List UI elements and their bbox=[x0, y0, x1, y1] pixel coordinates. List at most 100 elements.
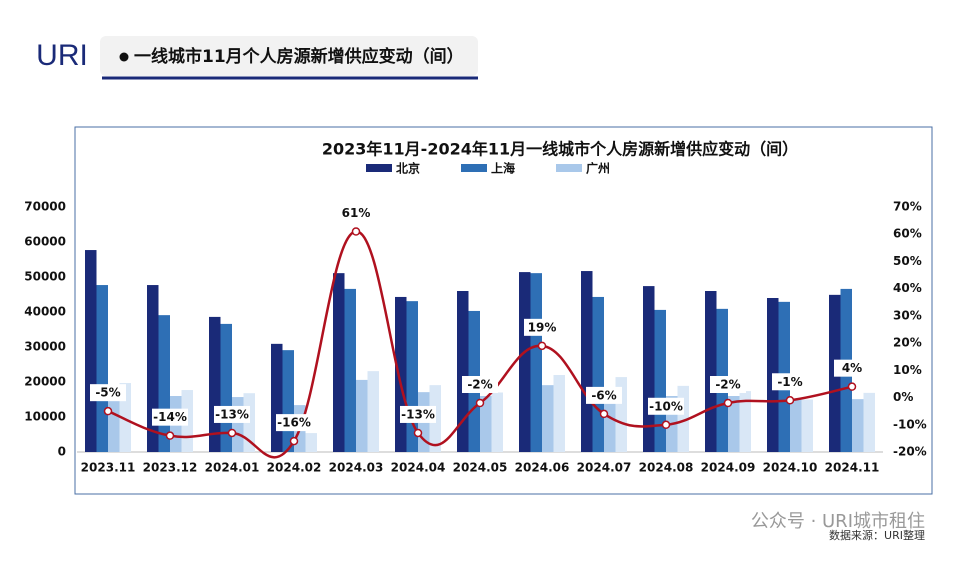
y-tick-label: 50000 bbox=[24, 270, 66, 284]
bar bbox=[705, 291, 717, 452]
y2-tick-label: 10% bbox=[893, 363, 922, 377]
bar bbox=[96, 285, 108, 452]
value-label: 4% bbox=[842, 361, 862, 375]
chart-title: 2023年11月-2024年11月一线城市个人房源新增供应变动（间） bbox=[322, 140, 798, 159]
y2-tick-label: -20% bbox=[893, 445, 927, 459]
bar bbox=[728, 396, 740, 452]
y-tick-label: 60000 bbox=[24, 235, 66, 249]
legend-label: 上海 bbox=[491, 161, 515, 176]
legend-swatch bbox=[556, 164, 582, 172]
value-label: -13% bbox=[215, 407, 249, 421]
y-tick-label: 10000 bbox=[24, 410, 66, 424]
x-tick-label: 2024.03 bbox=[329, 461, 384, 475]
bar bbox=[592, 296, 604, 452]
y-tick-label: 40000 bbox=[24, 305, 66, 319]
bar bbox=[158, 315, 170, 452]
bar bbox=[863, 392, 875, 452]
bar bbox=[119, 383, 131, 452]
header-title: 一线城市11月个人房源新增供应变动（间） bbox=[134, 46, 464, 67]
x-tick-label: 2024.09 bbox=[701, 461, 756, 475]
value-label: 19% bbox=[528, 320, 557, 334]
bar bbox=[406, 301, 418, 452]
line-marker bbox=[165, 431, 175, 440]
line-marker bbox=[537, 341, 547, 351]
chart-frame bbox=[74, 126, 933, 495]
bar bbox=[615, 377, 627, 452]
line-marker bbox=[413, 428, 423, 438]
legend-swatch bbox=[461, 164, 487, 172]
value-label-box bbox=[772, 373, 808, 391]
bar bbox=[801, 399, 813, 452]
line-marker bbox=[599, 409, 609, 419]
bar bbox=[654, 309, 666, 452]
x-tick-label: 2024.10 bbox=[763, 461, 818, 475]
value-label-box bbox=[152, 408, 188, 426]
logo: URI bbox=[36, 39, 88, 72]
y-tick-label: 30000 bbox=[24, 340, 66, 354]
x-tick-label: 2023.11 bbox=[81, 461, 136, 475]
bar bbox=[85, 250, 97, 452]
bar bbox=[604, 389, 616, 452]
x-tick-label: 2024.11 bbox=[825, 461, 880, 475]
value-label: -5% bbox=[95, 386, 120, 400]
value-label: -13% bbox=[401, 407, 435, 421]
bar bbox=[344, 288, 356, 452]
bar bbox=[147, 285, 159, 452]
x-tick-label: 2024.06 bbox=[515, 461, 570, 475]
y2-tick-label: 50% bbox=[893, 254, 922, 268]
bar bbox=[530, 273, 542, 452]
bar bbox=[852, 399, 864, 452]
bar bbox=[305, 433, 317, 452]
x-tick-label: 2024.08 bbox=[639, 461, 694, 475]
y2-tick-label: 0% bbox=[893, 390, 913, 404]
y2-tick-label: 30% bbox=[893, 308, 922, 322]
footer-account: 公众号 · URI城市租住 bbox=[751, 511, 925, 532]
value-label-box bbox=[90, 384, 126, 402]
legend-label: 北京 bbox=[396, 161, 420, 176]
value-label: -16% bbox=[277, 416, 311, 430]
bar bbox=[542, 385, 554, 452]
y-tick-label: 0 bbox=[58, 445, 66, 459]
legend-swatch bbox=[366, 164, 392, 172]
value-label-box bbox=[648, 397, 684, 415]
value-label-box bbox=[400, 405, 436, 423]
header-box bbox=[100, 36, 478, 76]
bar bbox=[395, 296, 407, 452]
bar bbox=[333, 273, 345, 452]
value-label-box bbox=[710, 376, 746, 393]
value-label-box bbox=[586, 386, 622, 404]
bar bbox=[677, 385, 689, 452]
line-marker bbox=[227, 428, 237, 438]
value-label: -10% bbox=[649, 399, 683, 413]
bar bbox=[519, 272, 531, 452]
x-tick-label: 2024.01 bbox=[205, 461, 260, 475]
bar bbox=[356, 379, 368, 452]
value-label: -2% bbox=[467, 378, 492, 392]
footer-source: 数据来源：URI整理 bbox=[829, 528, 925, 542]
bar bbox=[282, 350, 294, 452]
y2-tick-label: 20% bbox=[893, 336, 922, 350]
line-marker bbox=[847, 382, 857, 391]
y2-tick-label: 40% bbox=[893, 281, 922, 295]
x-tick-label: 2024.05 bbox=[453, 461, 508, 475]
line bbox=[107, 230, 853, 459]
x-tick-label: 2024.04 bbox=[391, 461, 446, 475]
x-tick-label: 2023.12 bbox=[143, 461, 198, 475]
bar bbox=[108, 399, 120, 452]
bar bbox=[553, 375, 565, 452]
value-label: -1% bbox=[777, 375, 802, 389]
line-marker bbox=[785, 396, 795, 405]
bar bbox=[209, 316, 221, 452]
y2-tick-label: -10% bbox=[893, 417, 927, 431]
y-tick-label: 20000 bbox=[24, 375, 66, 389]
value-label-box bbox=[834, 359, 870, 377]
value-label: -14% bbox=[153, 410, 187, 424]
line-marker bbox=[103, 406, 113, 416]
value-label-box bbox=[214, 405, 250, 423]
bar bbox=[367, 371, 379, 452]
bar bbox=[491, 392, 503, 452]
x-tick-label: 2024.02 bbox=[267, 461, 322, 475]
y-tick-label: 70000 bbox=[24, 200, 66, 214]
